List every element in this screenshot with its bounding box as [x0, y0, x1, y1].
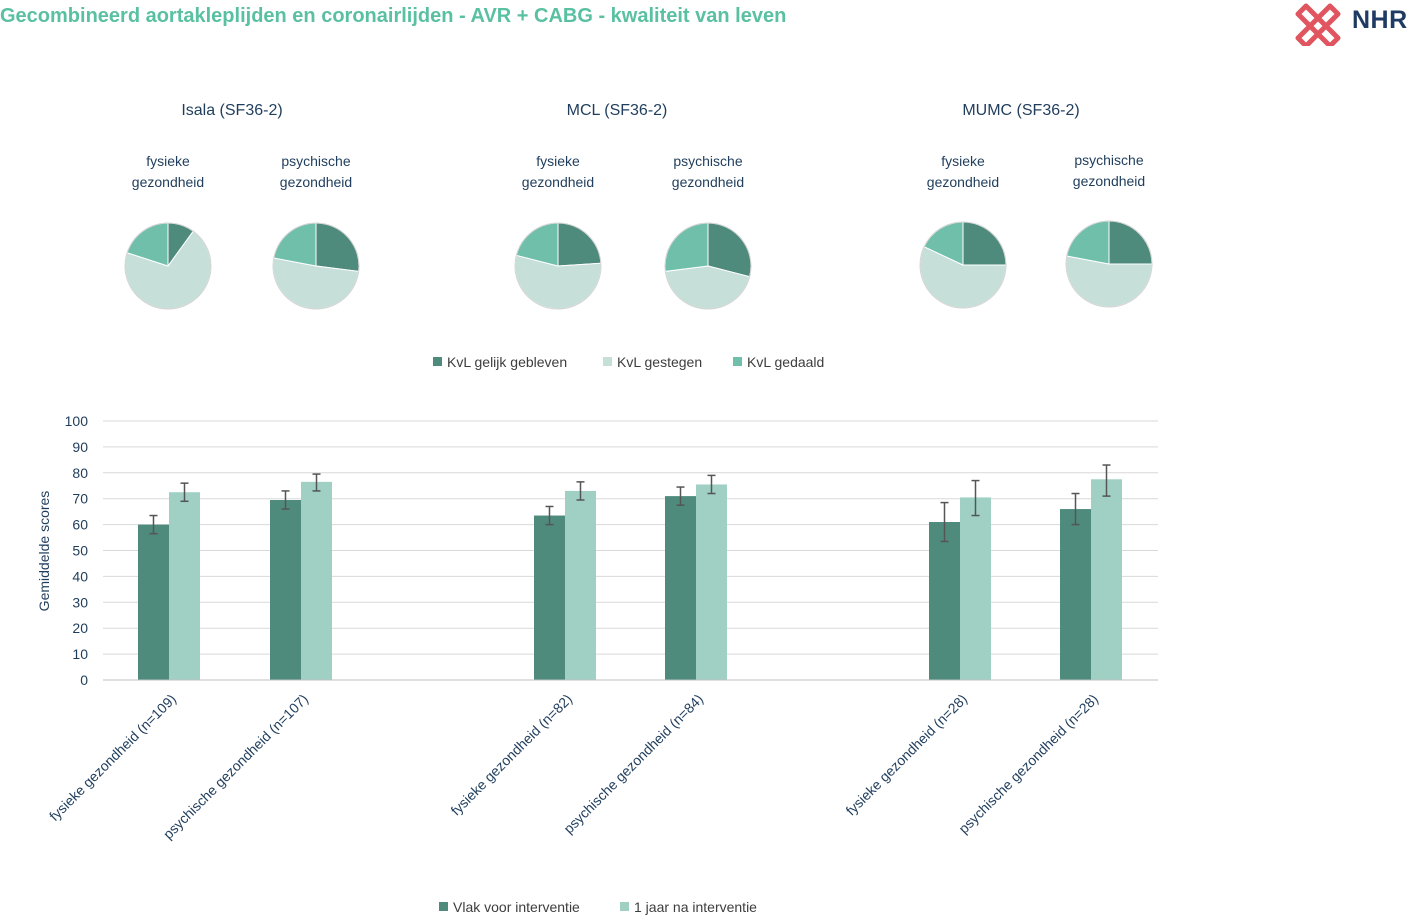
slice-gelijk — [315, 222, 360, 272]
y-tick-label: 20 — [72, 620, 88, 636]
pie-outline — [514, 222, 602, 310]
legend-label: KvL gedaald — [747, 354, 824, 370]
pie-label: fysieke — [941, 153, 985, 169]
bar-voor-interventie — [138, 524, 169, 680]
legend-label: Vlak voor interventie — [453, 899, 580, 915]
y-axis-label: Gemiddelde scores — [36, 491, 52, 612]
x-tick-label: fysieke gezondheid (n=28) — [842, 691, 970, 819]
x-tick-label: psychische gezondheid (n=107) — [160, 691, 311, 842]
logo-text: NHR — [1352, 6, 1408, 34]
slice-gedaald — [664, 222, 709, 272]
pie-label: gezondheid — [522, 174, 594, 190]
legend-swatch — [439, 902, 448, 911]
pie-label: gezondheid — [927, 174, 999, 190]
pie-group-title: MCL (SF36-2) — [567, 102, 668, 119]
bar-na-interventie — [1091, 479, 1122, 680]
bar-voor-interventie — [270, 499, 301, 680]
pie-outline — [664, 222, 752, 310]
pie-legend: KvL gelijk gebleven KvL gestegen KvL gedaa… — [433, 354, 824, 370]
y-tick-label: 0 — [80, 672, 88, 688]
bar-voor-interventie — [665, 496, 696, 680]
pie-label: gezondheid — [672, 174, 744, 190]
pie-label: psychische — [281, 153, 350, 169]
y-tick-label: 90 — [72, 439, 88, 455]
slice-gelijk — [557, 222, 602, 267]
slice-gelijk — [1108, 220, 1153, 265]
slice-gedaald — [273, 222, 317, 267]
pie-group-title: Isala (SF36-2) — [181, 102, 282, 119]
bar-na-interventie — [696, 484, 727, 680]
legend-label: 1 jaar na interventie — [634, 899, 757, 915]
legend-swatch — [433, 357, 442, 366]
pie-label: fysieke — [146, 153, 190, 169]
bar-voor-interventie — [1060, 509, 1091, 680]
bar-na-interventie — [301, 481, 332, 680]
pie-label: psychische — [673, 153, 742, 169]
pie-label: gezondheid — [280, 174, 352, 190]
y-tick-label: 10 — [72, 646, 88, 662]
pie-charts: Isala (SF36-2) fysieke gezondheid psychisch… — [124, 102, 1153, 310]
y-tick-label: 100 — [65, 413, 89, 429]
logo-mark-icon — [1295, 3, 1341, 46]
pie-label: psychische — [1074, 152, 1143, 168]
bar-legend: Vlak voor interventie 1 jaar na intervent… — [439, 899, 757, 915]
y-tick-label: 80 — [72, 465, 88, 481]
pie-label: fysieke — [536, 153, 580, 169]
pie-outline — [272, 222, 360, 310]
pie-label: gezondheid — [132, 174, 204, 190]
x-tick-label: psychische gezondheid (n=84) — [560, 691, 706, 837]
bar-na-interventie — [169, 492, 200, 680]
bar-chart: 0 10 20 30 40 50 60 70 80 90 100 Gemiddelde scores f… — [36, 413, 1158, 842]
legend-swatch — [733, 357, 742, 366]
legend-swatch — [620, 902, 629, 911]
pie-group-title: MUMC (SF36-2) — [962, 102, 1079, 119]
legend-swatch — [603, 357, 612, 366]
bar-voor-interventie — [534, 515, 565, 680]
x-tick-label: fysieke gezondheid (n=109) — [46, 691, 179, 824]
slice-gelijk — [962, 221, 1007, 266]
x-tick-label: fysieke gezondheid (n=82) — [447, 691, 575, 819]
bar-voor-interventie — [929, 522, 960, 680]
pie-outline — [919, 221, 1007, 309]
y-tick-label: 50 — [72, 543, 88, 559]
bar-na-interventie — [565, 490, 596, 680]
y-tick-label: 60 — [72, 517, 88, 533]
y-tick-label: 30 — [72, 594, 88, 610]
bar-na-interventie — [960, 497, 991, 680]
nhr-logo — [1295, 3, 1341, 46]
slice-gedaald — [1066, 220, 1110, 265]
pie-label: gezondheid — [1073, 173, 1145, 189]
y-tick-label: 70 — [72, 491, 88, 507]
x-tick-label: psychische gezondheid (n=28) — [955, 691, 1101, 837]
pie-outline — [124, 222, 212, 310]
page-title: Gecombineerd aortakleplijden en coronair… — [0, 5, 787, 27]
legend-label: KvL gestegen — [617, 354, 702, 370]
legend-label: KvL gelijk gebleven — [447, 354, 567, 370]
pie-outline — [1065, 220, 1153, 308]
y-tick-label: 40 — [72, 568, 88, 584]
